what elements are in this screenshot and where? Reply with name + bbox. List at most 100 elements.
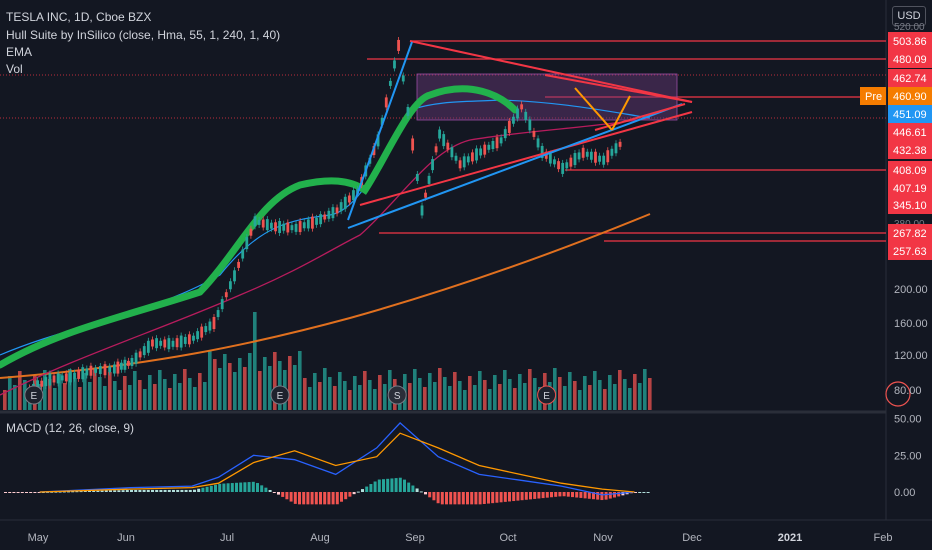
macd-histogram-bar bbox=[512, 492, 516, 502]
macd-histogram-bar bbox=[222, 483, 226, 492]
macd-histogram-bar bbox=[146, 489, 150, 492]
volume-bar bbox=[578, 390, 582, 410]
volume-bar bbox=[53, 388, 57, 410]
volume-bar bbox=[548, 382, 552, 410]
candle-body bbox=[89, 365, 93, 376]
macd-histogram-bar bbox=[482, 492, 486, 504]
time-tick-Jun: Jun bbox=[117, 532, 135, 544]
macd-histogram-bar bbox=[8, 492, 12, 493]
macd-histogram-bar bbox=[193, 489, 196, 492]
candle-body bbox=[454, 155, 458, 161]
price-label-box bbox=[888, 123, 932, 141]
volume-bar bbox=[108, 372, 112, 410]
macd-histogram-bar bbox=[33, 492, 37, 493]
candle-body bbox=[388, 80, 392, 86]
price-tick-hidden: 380.00 bbox=[894, 219, 925, 230]
price-tick-160.00: 160.00 bbox=[894, 318, 928, 330]
candle-body bbox=[420, 205, 424, 216]
candle-body bbox=[548, 153, 552, 164]
volume-bar bbox=[523, 383, 527, 410]
price-label-box bbox=[888, 161, 932, 179]
candle-body bbox=[415, 173, 419, 181]
candle-body bbox=[462, 156, 466, 168]
candle-body bbox=[512, 116, 515, 124]
macd-histogram-bar bbox=[37, 492, 41, 493]
trendline-red-wedge-bottom bbox=[594, 103, 686, 131]
candle-body bbox=[406, 106, 410, 116]
volume-bar bbox=[203, 382, 207, 410]
candle-body bbox=[220, 299, 224, 310]
volume-bar bbox=[58, 374, 62, 410]
volume-bar bbox=[433, 382, 437, 410]
candle-body bbox=[594, 151, 597, 163]
candle-body bbox=[606, 150, 610, 163]
volume-bar bbox=[423, 387, 427, 410]
volume-bar bbox=[128, 385, 132, 410]
macd-histogram-bar bbox=[617, 492, 621, 497]
macd-histogram-bar bbox=[424, 492, 427, 495]
volume-bar bbox=[13, 385, 17, 410]
price-label-462.74: 462.74 bbox=[893, 73, 927, 85]
candle-body bbox=[130, 358, 134, 366]
volume-bar bbox=[633, 374, 637, 410]
macd-histogram-bar bbox=[554, 492, 558, 497]
candle-body bbox=[167, 338, 171, 350]
currency-selector[interactable]: USD bbox=[892, 6, 926, 26]
candle-body bbox=[520, 104, 524, 110]
macd-histogram-bar bbox=[92, 490, 96, 492]
macd-histogram-bar bbox=[104, 490, 108, 492]
volume-bar bbox=[358, 385, 362, 410]
price-label-box bbox=[888, 50, 932, 68]
candle-body bbox=[151, 339, 154, 347]
volume-bar bbox=[228, 363, 232, 410]
volume-bar bbox=[38, 384, 42, 410]
macd-histogram-bar bbox=[109, 490, 112, 492]
trendline-upper-red bbox=[409, 40, 693, 103]
macd-histogram-bar bbox=[487, 492, 490, 504]
macd-histogram-bar bbox=[466, 492, 469, 505]
volume-bar bbox=[453, 372, 457, 410]
volume-bar bbox=[173, 374, 177, 410]
macd-legend[interactable]: MACD (12, 26, close, 9) bbox=[6, 421, 135, 435]
volume-bar bbox=[648, 378, 652, 410]
volume-bar bbox=[513, 388, 517, 410]
candle-body bbox=[44, 377, 48, 387]
symbol-legend[interactable]: TESLA INC, 1D, Cboe BZX bbox=[6, 10, 152, 24]
candle-body bbox=[94, 367, 98, 373]
volume-bar bbox=[133, 371, 137, 410]
macd-histogram-bar bbox=[432, 492, 436, 501]
volume-bar bbox=[208, 350, 212, 410]
candle-body bbox=[376, 134, 380, 147]
macd-histogram-bar bbox=[188, 489, 192, 492]
premarket-tag bbox=[860, 87, 886, 105]
macd-histogram-bar bbox=[566, 492, 570, 497]
macd-histogram-bar bbox=[277, 492, 280, 495]
candle-body bbox=[487, 144, 491, 150]
candle-body bbox=[208, 321, 212, 331]
macd-histogram-bar bbox=[20, 492, 24, 493]
volume-bar bbox=[178, 383, 182, 410]
volume-bar bbox=[403, 374, 407, 410]
candle-body bbox=[516, 108, 519, 119]
ema-legend[interactable]: EMA bbox=[6, 45, 33, 59]
macd-histogram-bar bbox=[398, 477, 402, 492]
volume-bar bbox=[343, 381, 347, 410]
volume-bar bbox=[618, 370, 622, 410]
volume-legend[interactable]: Vol bbox=[6, 62, 23, 76]
hull-suite-legend[interactable]: Hull Suite by InSilico (close, Hma, 55, … bbox=[6, 28, 281, 42]
volume-bar bbox=[568, 372, 572, 410]
volume-bar bbox=[148, 375, 152, 410]
price-label-box bbox=[888, 196, 932, 214]
volume-bar bbox=[243, 367, 247, 410]
candle-body bbox=[352, 190, 355, 201]
macd-histogram-bar bbox=[327, 492, 331, 505]
candle-body bbox=[123, 359, 127, 370]
candle-body bbox=[187, 334, 191, 345]
volume-bar bbox=[538, 387, 542, 410]
macd-histogram-bar bbox=[4, 492, 7, 493]
candle-body bbox=[569, 157, 573, 167]
premarket-tag-label: Pre bbox=[865, 91, 882, 103]
macd-histogram-bar bbox=[445, 492, 448, 505]
macd-histogram-bar bbox=[365, 486, 369, 492]
